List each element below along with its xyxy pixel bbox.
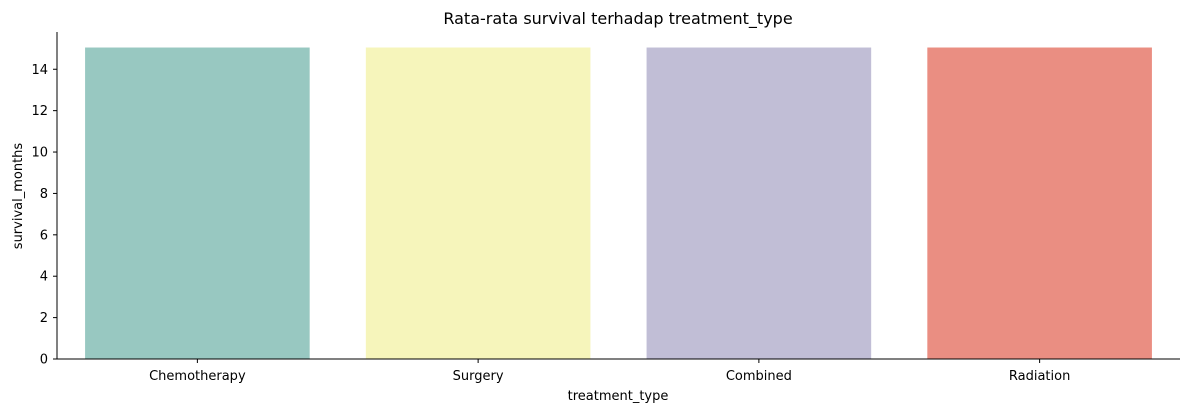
y-tick-label: 6 (40, 228, 48, 243)
y-tick-label: 12 (31, 104, 48, 119)
x-tick-label: Chemotherapy (149, 369, 246, 384)
chart-title: Rata-rata survival terhadap treatment_ty… (443, 9, 792, 29)
y-tick-label: 4 (40, 270, 48, 285)
x-tick-label: Combined (726, 369, 792, 384)
y-axis-label: survival_months (11, 143, 26, 250)
bar-surgery (365, 47, 591, 359)
bar-radiation (927, 47, 1152, 359)
bar-chemotherapy (85, 47, 310, 359)
y-tick-label: 10 (31, 146, 48, 161)
x-axis-ticks: Chemotherapy Surgery Combined Radiation (149, 359, 1070, 384)
y-tick-label: 8 (40, 187, 48, 202)
y-tick-label: 2 (40, 311, 48, 326)
y-tick-label: 0 (40, 353, 48, 368)
x-axis-label: treatment_type (568, 389, 669, 404)
y-axis-ticks: 0 2 4 6 8 10 12 14 (31, 63, 57, 368)
bars-group (85, 47, 1152, 359)
bar-combined (646, 47, 872, 359)
y-tick-label: 14 (31, 63, 48, 78)
x-tick-label: Radiation (1009, 369, 1070, 384)
x-tick-label: Surgery (453, 369, 504, 384)
